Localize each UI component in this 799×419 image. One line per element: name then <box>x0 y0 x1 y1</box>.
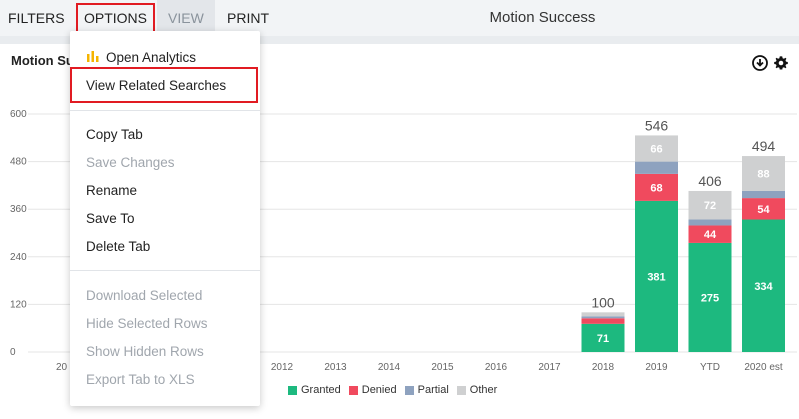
bar-segment-granted[interactable] <box>742 219 785 352</box>
bar-chart-icon <box>86 47 100 69</box>
legend-swatch-granted <box>288 385 297 395</box>
legend-label-granted: Granted <box>301 384 341 396</box>
x-tick-label: 2015 <box>431 362 454 373</box>
bar-segment-other[interactable] <box>581 312 625 317</box>
bar-segment-partial[interactable] <box>742 190 785 199</box>
x-tick-label: 2014 <box>378 362 401 373</box>
menu-item-view-related-searches[interactable]: View Related Searches <box>86 78 227 93</box>
y-tick-label: 0 <box>10 347 16 358</box>
legend-label-denied: Denied <box>361 384 397 396</box>
data-label: 71 <box>597 333 609 345</box>
legend-label-partial: Partial <box>417 384 449 396</box>
menu-item-rename[interactable]: Rename <box>86 183 138 198</box>
bar-segment-denied[interactable] <box>742 198 785 220</box>
x-tick-label: 2013 <box>324 362 347 373</box>
data-label: 72 <box>704 200 716 212</box>
total-label: 546 <box>645 117 669 133</box>
y-tick-label: 480 <box>10 157 27 168</box>
legend-swatch-partial <box>404 385 414 395</box>
menu-divider <box>70 110 260 111</box>
data-label: 275 <box>701 292 719 304</box>
legend-swatch-denied <box>348 385 358 395</box>
menu-item-export-tab-to-xls: Export Tab to XLS <box>86 372 195 387</box>
data-label: 88 <box>757 169 769 181</box>
menu-item-delete-tab[interactable]: Delete Tab <box>86 239 151 254</box>
bar-segment-denied[interactable] <box>688 225 732 243</box>
bar-segment-granted[interactable] <box>581 323 625 352</box>
y-tick-label: 240 <box>10 252 27 263</box>
data-label: 334 <box>754 281 773 293</box>
data-label: 68 <box>650 182 662 194</box>
top-toolbar: FILTERS OPTIONS VIEW PRINT Motion Succes… <box>0 0 799 36</box>
download-icon[interactable] <box>752 55 768 71</box>
x-tick-label: 20 <box>56 362 68 373</box>
total-label: 494 <box>752 138 776 154</box>
menu-item-copy-tab[interactable]: Copy Tab <box>86 127 143 142</box>
menu-item-hide-selected-rows: Hide Selected Rows <box>86 316 208 331</box>
bar-segment-granted[interactable] <box>635 200 678 352</box>
menu-item-save-changes: Save Changes <box>86 155 175 170</box>
menu-item-open-analytics[interactable]: Open Analytics <box>86 47 196 69</box>
bar-segment-partial[interactable] <box>688 219 732 226</box>
y-tick-label: 120 <box>10 299 27 310</box>
menu-item-save-to[interactable]: Save To <box>86 211 135 226</box>
data-label: 381 <box>647 271 665 283</box>
x-tick-label: 2017 <box>538 362 561 373</box>
menu-item-label: Open Analytics <box>106 50 197 65</box>
x-tick-label: 2020 est <box>744 362 783 373</box>
bar-segment-other[interactable] <box>742 156 785 191</box>
y-tick-label: 600 <box>10 109 27 120</box>
bar-segment-other[interactable] <box>688 190 732 220</box>
menu-item-show-hidden-rows: Show Hidden Rows <box>86 344 204 359</box>
x-tick-label: 2019 <box>645 362 668 373</box>
tab-filters[interactable]: FILTERS <box>8 10 65 26</box>
bar-segment-partial[interactable] <box>581 316 625 319</box>
data-label: 66 <box>650 144 662 156</box>
menu-divider <box>70 270 260 271</box>
bar-segment-granted[interactable] <box>688 242 732 352</box>
total-label: 100 <box>591 294 615 310</box>
page-title: Motion Success <box>489 9 596 26</box>
y-tick-label: 360 <box>10 204 27 215</box>
x-tick-label: 2012 <box>271 362 294 373</box>
legend-swatch-other <box>456 385 466 395</box>
bar-segment-partial[interactable] <box>635 161 678 174</box>
tab-print[interactable]: PRINT <box>227 10 269 26</box>
options-dropdown-menu: Open Analytics View Related Searches Cop… <box>70 31 260 406</box>
x-tick-label: 2018 <box>592 362 615 373</box>
tab-view[interactable]: VIEW <box>157 0 215 36</box>
legend-label-other: Other <box>469 384 498 396</box>
total-label: 406 <box>698 173 722 189</box>
x-tick-label: 2016 <box>485 362 508 373</box>
chart-legend: Granted Denied Partial Other <box>288 384 497 396</box>
legend-item-other[interactable]: Other <box>456 384 498 396</box>
gear-icon[interactable] <box>773 55 789 71</box>
bar-segment-denied[interactable] <box>581 318 625 324</box>
data-label: 44 <box>704 229 717 241</box>
legend-item-denied[interactable]: Denied <box>348 384 397 396</box>
bar-segment-denied[interactable] <box>635 173 678 201</box>
data-label: 54 <box>757 204 770 216</box>
legend-item-partial[interactable]: Partial <box>404 384 449 396</box>
legend-item-granted[interactable]: Granted <box>288 384 341 396</box>
menu-item-download-selected: Download Selected <box>86 288 203 303</box>
bar-segment-other[interactable] <box>635 135 678 162</box>
x-tick-label: YTD <box>700 362 720 373</box>
